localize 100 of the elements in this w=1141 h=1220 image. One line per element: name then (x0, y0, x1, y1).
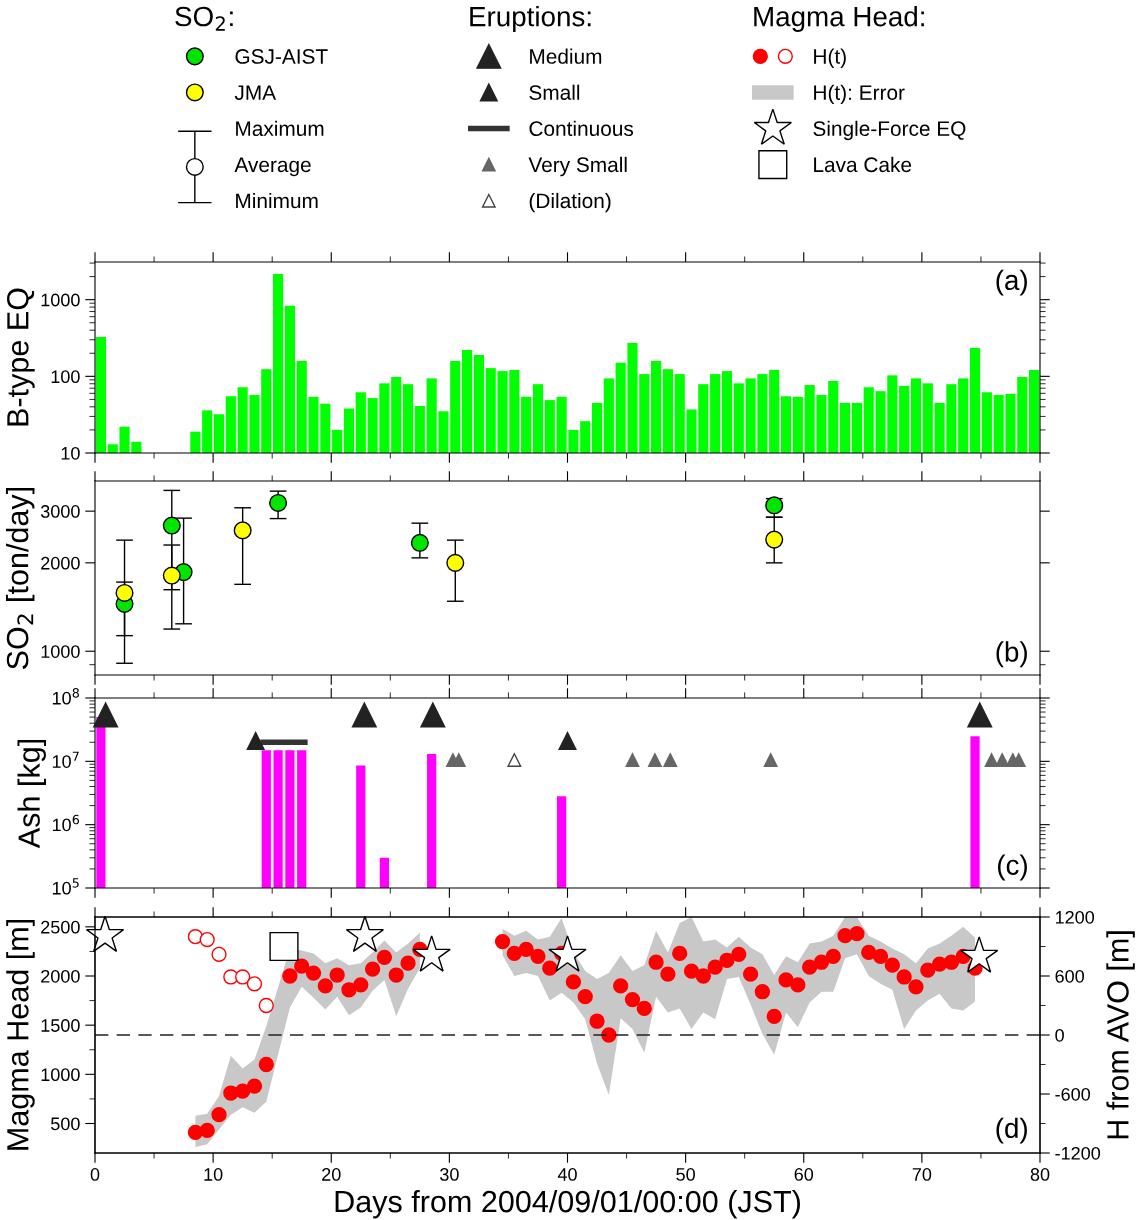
point (199, 931, 215, 948)
point (341, 982, 357, 998)
point (282, 968, 298, 984)
point (672, 945, 688, 962)
point (246, 731, 265, 750)
point (246, 1078, 263, 1094)
point (269, 493, 288, 512)
y-tick-label: 1000 (41, 645, 80, 658)
point (813, 954, 830, 970)
point (861, 944, 877, 961)
point (518, 941, 534, 958)
y-axis-title: Ash [kg] (17, 739, 46, 849)
y-tick-label: 10$^{5}$ (52, 878, 79, 895)
y-tick-label: 10 (61, 446, 80, 460)
point (849, 926, 865, 942)
legend-label: H(t) (814, 48, 846, 68)
text: (d) (996, 1117, 1027, 1144)
point (601, 1027, 617, 1043)
x-tick-label: 60 (794, 1168, 814, 1181)
chart-title: (a) (996, 269, 1027, 296)
point (364, 961, 381, 977)
point (211, 1107, 227, 1123)
point (258, 997, 274, 1014)
x-axis-title: Days from 2004/09/01/00:00 (JST) (335, 1189, 800, 1219)
point (995, 753, 1010, 767)
point (506, 945, 522, 962)
point (233, 521, 252, 540)
point (235, 969, 251, 985)
point (778, 972, 794, 988)
legend-label: Very Small (528, 156, 627, 177)
point (294, 958, 310, 974)
point (589, 1013, 605, 1029)
point (967, 702, 993, 728)
point (742, 966, 759, 982)
text: Maximum (236, 120, 324, 137)
y2-tick-label: 600 (1055, 969, 1084, 983)
point (765, 530, 784, 549)
point (420, 702, 446, 728)
x-tick-label: 30 (440, 1168, 459, 1181)
y-tick-label: 2500 (41, 920, 80, 934)
legend-label: Lava Cake (814, 156, 912, 173)
point (943, 954, 960, 970)
point (577, 989, 593, 1005)
point (211, 946, 227, 963)
y-tick-label: 1000 (41, 1068, 80, 1082)
point (246, 976, 263, 992)
point (305, 965, 322, 981)
legend-title: Eruptions: (470, 6, 591, 32)
point (548, 935, 587, 972)
legend-label: Medium (530, 48, 602, 64)
point (507, 753, 522, 767)
point (663, 753, 678, 767)
point (683, 963, 700, 979)
y-axis-title: SO$_{2}$ [ton/day] (5, 488, 35, 670)
y-tick-label: 100 (51, 370, 80, 384)
point (353, 977, 369, 993)
point (648, 954, 664, 970)
point (93, 702, 119, 728)
point (412, 935, 451, 972)
y2-tick-label: 0 (1055, 1028, 1064, 1042)
text: Minimum (236, 192, 318, 209)
y-tick-label: 500 (51, 1117, 80, 1131)
text: Average (234, 157, 311, 177)
legend-label: GSJ-AIST (235, 49, 328, 64)
point (269, 931, 299, 962)
point (920, 962, 936, 978)
point (410, 533, 429, 552)
x-tick-label: 20 (322, 1168, 341, 1181)
point (258, 1056, 274, 1073)
point (329, 967, 345, 983)
point (235, 1083, 251, 1099)
text: (b) (996, 641, 1027, 668)
point (790, 977, 806, 993)
text: (c) (998, 854, 1027, 881)
y-tick-label: 10$^{8}$ (52, 688, 79, 705)
point (199, 1122, 215, 1139)
legend-label: (Dilation) (529, 192, 611, 213)
x-tick-label: 10 (204, 1168, 223, 1181)
text: H(t): Error (814, 84, 905, 105)
point (494, 933, 511, 950)
point (187, 929, 204, 945)
y-tick-label: 2000 (41, 556, 80, 570)
point (959, 936, 999, 973)
point (984, 753, 999, 767)
x-tick-label: 80 (1030, 1168, 1050, 1181)
point (908, 979, 924, 995)
x-tick-label: 40 (557, 1168, 577, 1181)
point (565, 974, 582, 990)
legend-title: SO$_{2}$: (175, 6, 233, 31)
y2-tick-label: 1200 (1055, 910, 1095, 924)
x-tick-label: 0 (90, 1168, 100, 1181)
x-tick-label: 50 (676, 1168, 695, 1181)
point (351, 702, 377, 728)
point (376, 949, 393, 965)
point (317, 978, 333, 994)
y2-axis-title: H from AVO [m] (1106, 931, 1135, 1139)
y-tick-label: 1000 (41, 293, 80, 307)
y2-tick-label: -600 (1055, 1087, 1091, 1101)
y-tick-label: 2000 (41, 969, 80, 983)
y-tick-label: 3000 (40, 505, 80, 518)
